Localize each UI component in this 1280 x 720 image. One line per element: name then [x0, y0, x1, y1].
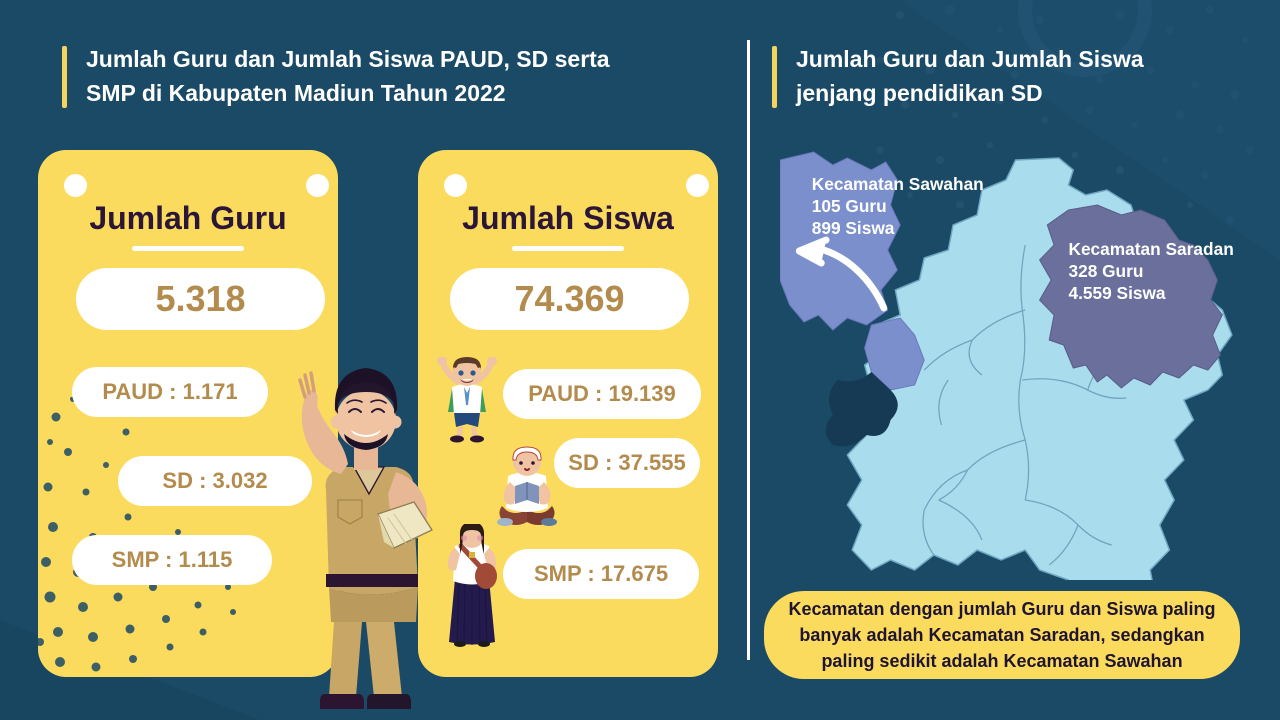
svg-text:328 Guru: 328 Guru: [1068, 261, 1143, 281]
svg-text:Kecamatan Sawahan: Kecamatan Sawahan: [812, 174, 984, 194]
svg-text:105 Guru: 105 Guru: [812, 196, 887, 216]
svg-text:899 Siswa: 899 Siswa: [812, 218, 895, 238]
svg-text:4.559 Siswa: 4.559 Siswa: [1068, 283, 1165, 303]
svg-text:Kecamatan Saradan: Kecamatan Saradan: [1068, 239, 1233, 259]
